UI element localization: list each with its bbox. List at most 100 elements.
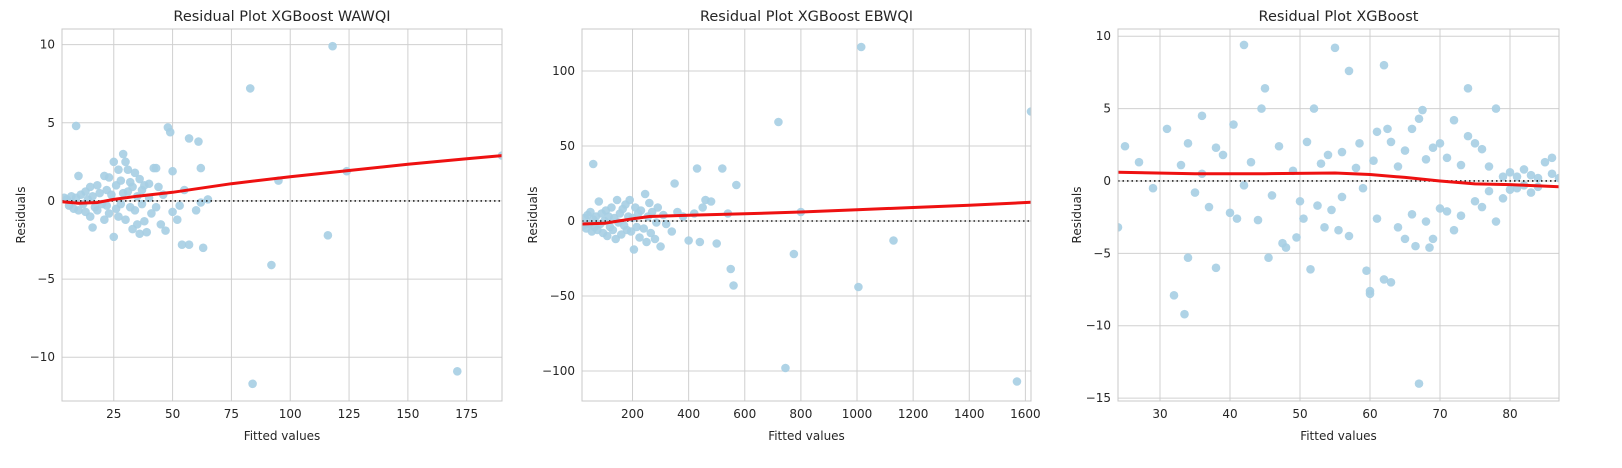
- y-tick-label: 10: [1096, 29, 1111, 43]
- lowess-trend-line: [1118, 170, 1559, 189]
- residual-point: [684, 236, 693, 245]
- residual-point: [1411, 241, 1420, 251]
- y-tick-label: 0: [47, 194, 55, 208]
- residual-point: [1274, 141, 1284, 151]
- residual-point: [656, 242, 665, 251]
- residual-point: [1414, 379, 1424, 388]
- residual-point: [109, 232, 119, 242]
- residual-point: [1449, 115, 1459, 125]
- residual-point: [1337, 192, 1347, 202]
- residual-point: [1337, 147, 1347, 157]
- residual-point: [1449, 225, 1459, 235]
- residual-point: [1355, 139, 1364, 148]
- residual-point: [85, 182, 95, 192]
- residual-point: [184, 240, 194, 249]
- residual-point: [1365, 289, 1375, 299]
- residual-point: [1358, 183, 1368, 193]
- plot-frame: [61, 28, 503, 402]
- residual-point: [1491, 217, 1501, 226]
- residual-point: [1505, 185, 1515, 194]
- residual-point: [1372, 214, 1382, 223]
- panel-ebwqi: 200 400 600 800 1000 1200 1400 1600 −100 −50 0 50 10…: [526, 9, 1041, 443]
- residual-point: [1484, 186, 1494, 196]
- plot-frame: [1117, 28, 1560, 402]
- residual-point: [198, 243, 208, 253]
- residual-point: [640, 189, 650, 199]
- y-tick-label: 0: [567, 214, 575, 228]
- residual-point: [1246, 157, 1256, 167]
- residual-point: [118, 149, 128, 159]
- lowess-trend-line: [582, 200, 1031, 226]
- residual-point: [116, 176, 126, 185]
- residual-point: [1120, 141, 1130, 151]
- residual-point: [1204, 202, 1214, 212]
- residual-point: [116, 199, 126, 209]
- x-tick-label: 50: [1292, 407, 1307, 421]
- residual-point: [1344, 66, 1354, 76]
- residual-point: [147, 209, 156, 218]
- residual-point: [706, 197, 716, 206]
- x-tick-label: 600: [733, 407, 756, 421]
- residual-point: [646, 228, 656, 238]
- x-tick-label: 50: [165, 407, 180, 421]
- x-tick-label: 400: [677, 407, 700, 421]
- chart-title: Residual Plot XGBoost WAWQI: [173, 9, 390, 25]
- residual-point: [1313, 201, 1322, 210]
- residual-point: [1257, 104, 1266, 113]
- residual-point: [1442, 207, 1452, 216]
- residual-point: [1323, 150, 1333, 160]
- residual-point: [1463, 84, 1473, 93]
- residual-point: [1190, 188, 1200, 197]
- residual-point: [156, 220, 166, 229]
- residual-point: [109, 157, 119, 167]
- residual-point: [732, 180, 741, 190]
- residual-point: [323, 231, 333, 240]
- residual-point: [1302, 137, 1312, 147]
- residual-point: [692, 164, 702, 173]
- residual-point: [88, 191, 97, 201]
- x-tick-label: 1400: [954, 407, 985, 421]
- y-tick-label: −5: [1093, 246, 1111, 260]
- residual-point: [194, 137, 203, 146]
- residual-point: [1239, 40, 1249, 50]
- residual-point: [639, 224, 649, 233]
- residual-point: [670, 179, 679, 188]
- x-tick-label: 75: [224, 407, 239, 421]
- residual-point: [1295, 196, 1305, 206]
- x-tick-label: 80: [1502, 407, 1517, 421]
- residual-point: [1306, 264, 1315, 274]
- y-axis-label: Residuals: [526, 187, 540, 244]
- chart-title: Residual Plot XGBoost: [1259, 9, 1419, 25]
- residual-point: [92, 206, 102, 215]
- residual-point: [151, 202, 161, 212]
- residual-point: [1421, 217, 1431, 226]
- residual-point: [248, 379, 257, 389]
- residual-point: [1162, 124, 1172, 134]
- residual-point: [1118, 223, 1123, 232]
- x-axis-label: Fitted values: [768, 429, 845, 443]
- residual-point: [1425, 243, 1434, 252]
- residual-point: [128, 182, 137, 192]
- residual-point: [645, 198, 654, 208]
- residual-point: [1386, 278, 1396, 287]
- residual-point: [1309, 104, 1319, 113]
- residual-point: [1026, 107, 1031, 116]
- residual-point: [1540, 157, 1550, 167]
- residual-point: [712, 239, 721, 248]
- residual-point: [328, 41, 337, 51]
- residual-point: [140, 216, 149, 226]
- residual-point: [1299, 214, 1308, 223]
- residual-point: [1505, 167, 1515, 177]
- residual-point: [695, 237, 705, 247]
- residual-point: [1372, 127, 1382, 137]
- residual-point: [1400, 234, 1410, 244]
- residual-point: [1547, 153, 1557, 163]
- y-tick-label: 5: [47, 116, 55, 130]
- residual-point: [1484, 162, 1494, 171]
- residual-point: [1463, 131, 1473, 141]
- y-axis-label: Residuals: [14, 187, 28, 244]
- residual-point: [636, 206, 646, 215]
- residual-point: [653, 203, 663, 212]
- residual-point: [104, 209, 114, 218]
- y-tick-label: −10: [1086, 319, 1111, 333]
